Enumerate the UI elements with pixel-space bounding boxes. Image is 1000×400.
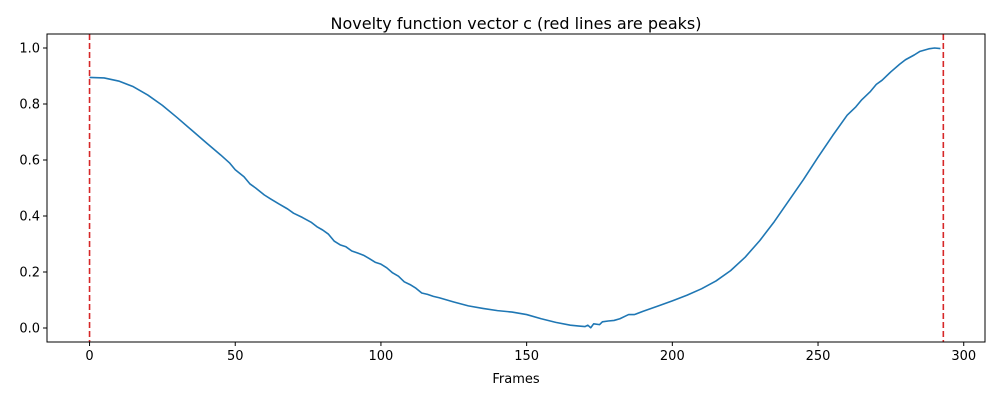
y-tick-label: 1.0 bbox=[19, 42, 40, 57]
y-axis: 0.0 0.2 0.4 0.6 0.8 1.0 bbox=[19, 42, 47, 337]
novelty-series-line bbox=[89, 47, 941, 329]
x-tick-label: 150 bbox=[514, 349, 539, 364]
y-tick-label: 0.4 bbox=[19, 210, 40, 225]
y-tick-label: 0.2 bbox=[19, 266, 40, 281]
x-axis: 0 50 100 150 200 250 300 bbox=[85, 342, 976, 364]
x-tick-label: 200 bbox=[660, 349, 685, 364]
x-axis-label: Frames bbox=[492, 372, 540, 387]
x-tick-label: 250 bbox=[806, 349, 831, 364]
chart-title: Novelty function vector c (red lines are… bbox=[331, 14, 702, 33]
y-tick-label: 0.0 bbox=[19, 322, 40, 337]
series-layer bbox=[89, 47, 941, 329]
peaks-layer bbox=[88, 34, 945, 342]
plot-frame bbox=[46, 33, 986, 343]
y-tick-label: 0.8 bbox=[19, 98, 40, 113]
y-tick-label: 0.6 bbox=[19, 154, 40, 169]
x-tick-label: 0 bbox=[85, 349, 93, 364]
x-tick-label: 50 bbox=[227, 349, 244, 364]
x-tick-label: 100 bbox=[369, 349, 394, 364]
x-tick-label: 300 bbox=[951, 349, 976, 364]
